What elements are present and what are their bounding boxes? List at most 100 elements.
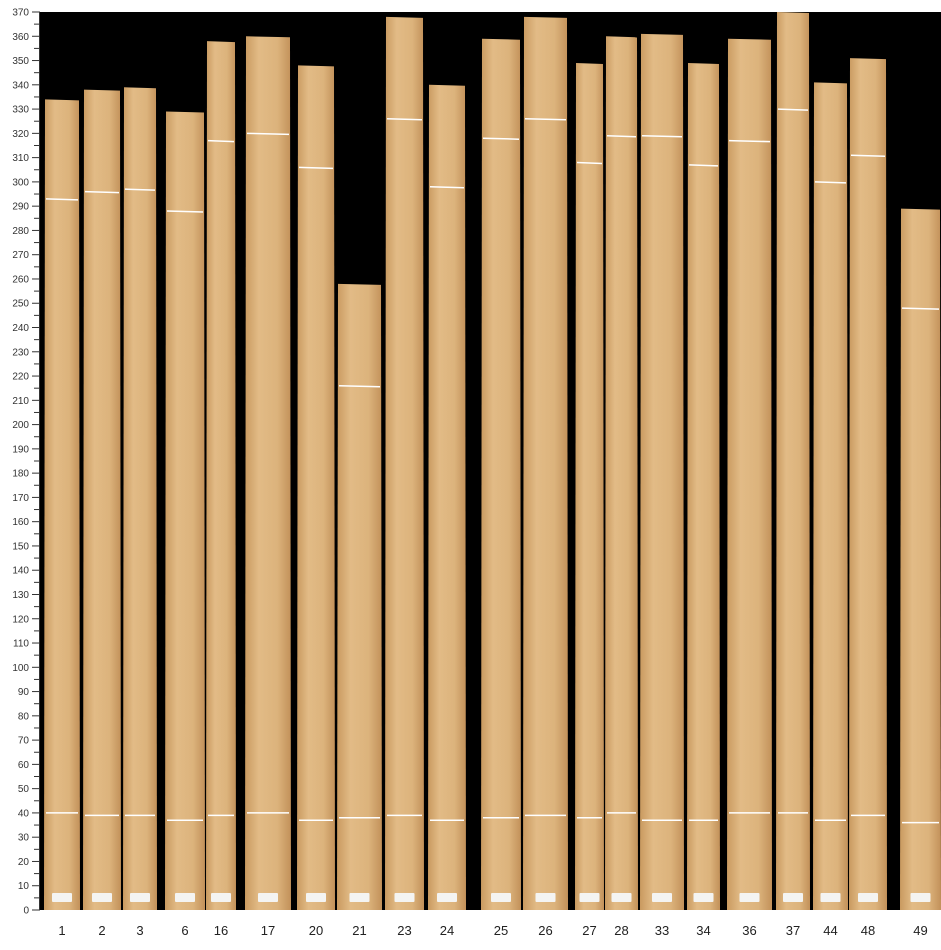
sample-strip-3 — [123, 87, 157, 910]
sample-strip-37 — [776, 12, 810, 910]
upper-mark — [386, 118, 423, 121]
sample-label: 17 — [261, 923, 275, 938]
sample-label: 44 — [823, 923, 837, 938]
y-tick-label: 70 — [18, 736, 30, 747]
y-tick-label: 310 — [12, 153, 29, 164]
sample-label: 37 — [786, 923, 800, 938]
y-tick-label: 210 — [12, 396, 29, 407]
y-tick-label: 190 — [12, 444, 29, 455]
sample-strip-33 — [640, 33, 684, 910]
upper-mark — [814, 181, 847, 184]
wood-strip — [245, 36, 291, 911]
y-tick-label: 270 — [12, 250, 29, 261]
y-tick-label: 200 — [12, 420, 29, 431]
upper-mark — [124, 188, 156, 191]
y-tick-label: 160 — [12, 517, 29, 528]
wood-strip — [605, 36, 638, 911]
y-tick-label: 290 — [12, 202, 29, 213]
sample-label: 28 — [614, 923, 628, 938]
y-tick-label: 40 — [18, 808, 30, 819]
wood-strip — [849, 58, 887, 910]
y-tick-label: 130 — [12, 590, 29, 601]
y-tick-label: 220 — [12, 372, 29, 383]
wood-strip — [776, 12, 810, 910]
upper-mark — [576, 161, 603, 165]
wood-strip — [385, 16, 424, 910]
y-tick-label: 30 — [18, 833, 30, 844]
wood-strip — [481, 38, 521, 911]
y-tick-label: 360 — [12, 32, 29, 43]
upper-mark — [482, 137, 520, 140]
upper-mark — [688, 164, 719, 167]
wood-strip — [123, 87, 157, 910]
wood-strip — [687, 62, 720, 910]
sample-label: 24 — [440, 923, 454, 938]
sample-tag — [349, 893, 370, 902]
wood-strip — [44, 99, 80, 910]
wood-strip — [428, 84, 466, 911]
y-tick-label: 60 — [18, 760, 30, 771]
upper-mark — [338, 385, 381, 388]
sample-tag — [535, 893, 556, 902]
y-tick-label: 80 — [18, 711, 30, 722]
sample-tag — [52, 893, 72, 902]
sample-label: 16 — [214, 923, 228, 938]
sample-tag — [437, 893, 457, 902]
sample-label: 33 — [655, 923, 669, 938]
sample-strip-28 — [605, 36, 638, 911]
y-tick-label: 370 — [12, 8, 29, 19]
sample-strip-6 — [165, 111, 205, 910]
sample-strip-20 — [297, 65, 335, 910]
upper-mark — [850, 154, 886, 157]
sample-strip-34 — [687, 62, 720, 910]
sample-strip-36 — [727, 38, 772, 911]
y-tick-label: 150 — [12, 541, 29, 552]
sample-tag — [394, 893, 415, 902]
wood-strip — [297, 65, 335, 910]
sample-tag — [783, 893, 803, 902]
sample-tag — [130, 893, 150, 902]
sample-label: 3 — [136, 923, 143, 938]
y-tick-label: 300 — [12, 177, 29, 188]
sample-label: 34 — [696, 923, 710, 938]
sample-strip-27 — [575, 62, 604, 910]
sample-tag — [910, 893, 931, 902]
sample-strip-49 — [900, 208, 941, 911]
sample-strip-17 — [245, 36, 291, 911]
sample-strip-48 — [849, 58, 887, 910]
y-tick-label: 140 — [12, 566, 29, 577]
wood-strip — [337, 283, 382, 910]
sample-label: 48 — [861, 923, 875, 938]
y-tick-label: 320 — [12, 129, 29, 140]
upper-mark — [777, 108, 809, 111]
y-tick-label: 350 — [12, 56, 29, 67]
sample-label: 49 — [913, 923, 927, 938]
y-tick-label: 260 — [12, 274, 29, 285]
sample-tag — [739, 893, 760, 902]
upper-mark — [901, 307, 940, 310]
sample-strip-1 — [44, 99, 80, 910]
wood-strip — [523, 16, 568, 910]
sample-tag — [258, 893, 278, 902]
wood-strip — [640, 33, 684, 910]
sample-tag — [693, 893, 714, 902]
sample-tag — [579, 893, 600, 902]
sample-strip-24 — [428, 84, 466, 911]
y-tick-label: 330 — [12, 105, 29, 116]
y-tick-label: 340 — [12, 80, 29, 91]
sample-label: 27 — [582, 923, 596, 938]
strips — [44, 12, 941, 911]
y-tick-label: 170 — [12, 493, 29, 504]
sample-label: 21 — [352, 923, 366, 938]
upper-mark — [207, 139, 235, 143]
wood-strip — [206, 41, 236, 910]
sample-label: 20 — [309, 923, 323, 938]
sample-tag — [211, 893, 231, 902]
wood-strip — [813, 82, 848, 910]
upper-mark — [298, 166, 334, 170]
y-tick-label: 90 — [18, 687, 30, 698]
upper-mark — [246, 132, 290, 136]
sample-tag — [652, 893, 672, 902]
upper-mark — [606, 135, 637, 138]
sample-strip-25 — [481, 38, 521, 911]
